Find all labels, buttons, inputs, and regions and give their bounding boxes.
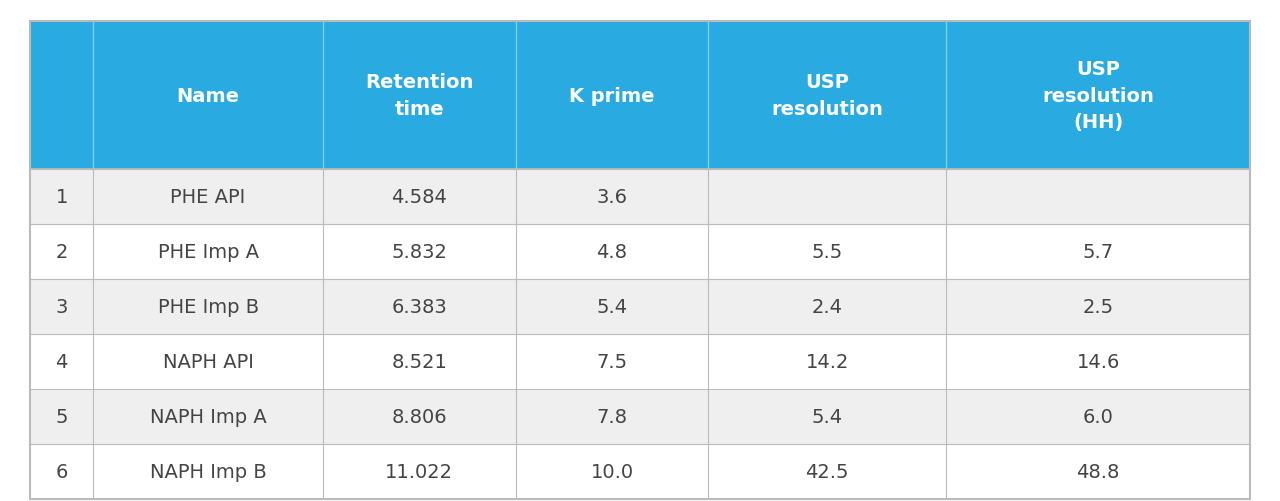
Text: 42.5: 42.5 <box>805 462 849 481</box>
Bar <box>29 22 1251 170</box>
Text: 5: 5 <box>55 407 68 426</box>
Text: 48.8: 48.8 <box>1076 462 1120 481</box>
Text: 8.521: 8.521 <box>392 352 447 371</box>
Text: 11.022: 11.022 <box>385 462 453 481</box>
Text: NAPH Imp B: NAPH Imp B <box>150 462 266 481</box>
Text: 2: 2 <box>55 242 68 262</box>
Bar <box>29 444 1251 499</box>
Text: Retention
time: Retention time <box>365 73 474 119</box>
Text: 7.8: 7.8 <box>596 407 627 426</box>
Bar <box>29 389 1251 444</box>
Text: 2.4: 2.4 <box>812 298 842 316</box>
Bar <box>29 280 1251 334</box>
Text: 5.7: 5.7 <box>1083 242 1114 262</box>
Text: NAPH Imp A: NAPH Imp A <box>150 407 266 426</box>
Text: 4.584: 4.584 <box>392 188 447 206</box>
Text: 3.6: 3.6 <box>596 188 627 206</box>
Text: 2.5: 2.5 <box>1083 298 1114 316</box>
Text: PHE API: PHE API <box>170 188 246 206</box>
Bar <box>29 224 1251 280</box>
Text: 3: 3 <box>55 298 68 316</box>
Text: 6: 6 <box>55 462 68 481</box>
Text: 5.4: 5.4 <box>812 407 842 426</box>
Text: 4: 4 <box>55 352 68 371</box>
Text: 6.383: 6.383 <box>392 298 447 316</box>
Text: 14.2: 14.2 <box>805 352 849 371</box>
Text: 8.806: 8.806 <box>392 407 447 426</box>
Text: 7.5: 7.5 <box>596 352 627 371</box>
Text: USP
resolution
(HH): USP resolution (HH) <box>1042 60 1155 132</box>
Text: K prime: K prime <box>570 86 654 105</box>
Bar <box>29 334 1251 389</box>
Text: NAPH API: NAPH API <box>163 352 253 371</box>
Text: 5.5: 5.5 <box>812 242 844 262</box>
Text: 10.0: 10.0 <box>590 462 634 481</box>
Text: 5.832: 5.832 <box>392 242 447 262</box>
Text: 6.0: 6.0 <box>1083 407 1114 426</box>
Text: PHE Imp A: PHE Imp A <box>157 242 259 262</box>
Text: 4.8: 4.8 <box>596 242 627 262</box>
Text: USP
resolution: USP resolution <box>772 73 883 119</box>
Text: 5.4: 5.4 <box>596 298 627 316</box>
Bar <box>29 170 1251 224</box>
Text: Name: Name <box>177 86 239 105</box>
Text: 14.6: 14.6 <box>1076 352 1120 371</box>
Text: 1: 1 <box>55 188 68 206</box>
Text: PHE Imp B: PHE Imp B <box>157 298 259 316</box>
